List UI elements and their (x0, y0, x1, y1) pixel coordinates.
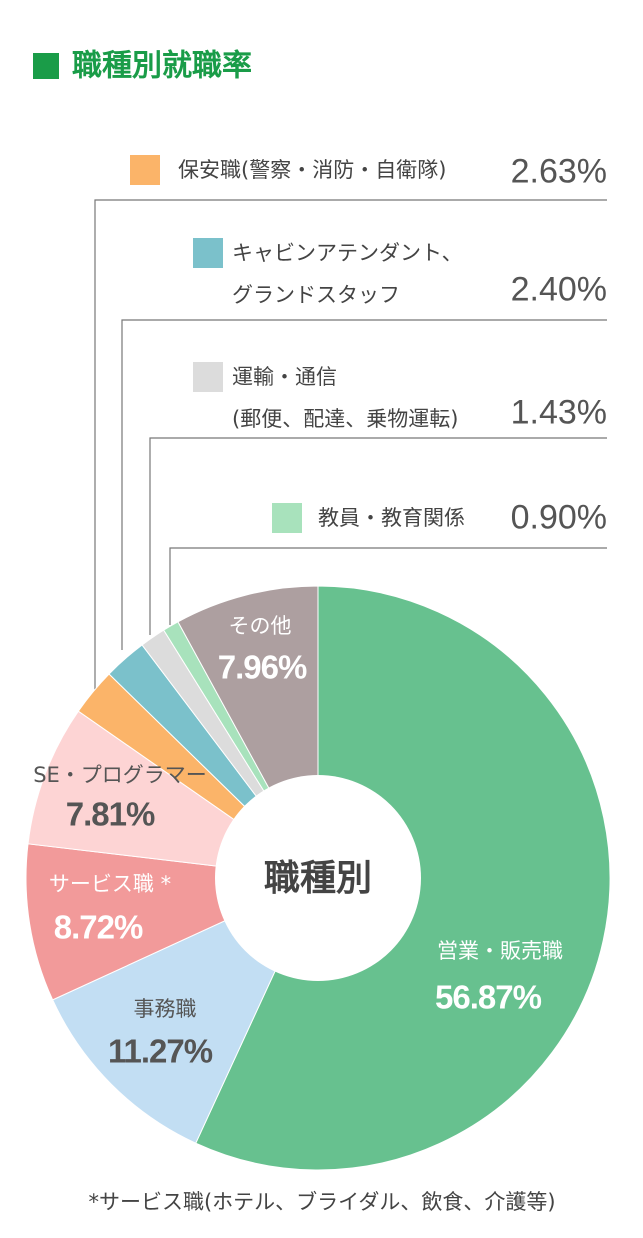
connector (169, 547, 607, 625)
legend-swatch (193, 238, 223, 268)
legend-label: 運輸・通信 (郵便、配達、乗物運転) (232, 365, 459, 431)
donut-hole (215, 775, 421, 981)
legend-label: 保安職(警察・消防・自衛隊) (178, 158, 447, 182)
slice-label: その他 (228, 614, 292, 639)
legend-value: 2.63% (510, 152, 607, 191)
title-marker (33, 53, 59, 79)
legend-label: 教員・教育関係 (318, 506, 465, 530)
legend-swatch (193, 362, 223, 392)
legend-swatch (272, 503, 302, 533)
legend-value: 1.43% (510, 393, 607, 432)
slice-label: 営業・販売職 (437, 939, 563, 964)
slice-label: 事務職 (133, 997, 197, 1022)
value-label: 11.27% (107, 1032, 213, 1070)
legend-value: 0.90% (510, 498, 607, 537)
value-label: 56.87% (435, 978, 542, 1016)
center-label: 職種別 (264, 858, 372, 899)
connector (94, 199, 607, 690)
legend-swatch (130, 155, 160, 185)
connectors (94, 199, 607, 690)
value-label: 8.72% (53, 908, 144, 946)
value-label: 7.81% (65, 795, 156, 833)
legend-label: キャビンアテンダント、 グランドスタッフ (232, 241, 463, 307)
slice-label: サービス職 * (48, 872, 172, 897)
footnote: *サービス職(ホテル、ブライダル、飲食、介護等) (88, 1190, 555, 1214)
value-label: 7.96% (217, 648, 308, 686)
slice-label: SE・プログラマー (33, 763, 207, 788)
connector (149, 437, 607, 635)
connector (121, 319, 607, 650)
legend-value: 2.40% (510, 270, 607, 309)
chart-title: 職種別就職率 (72, 49, 252, 84)
